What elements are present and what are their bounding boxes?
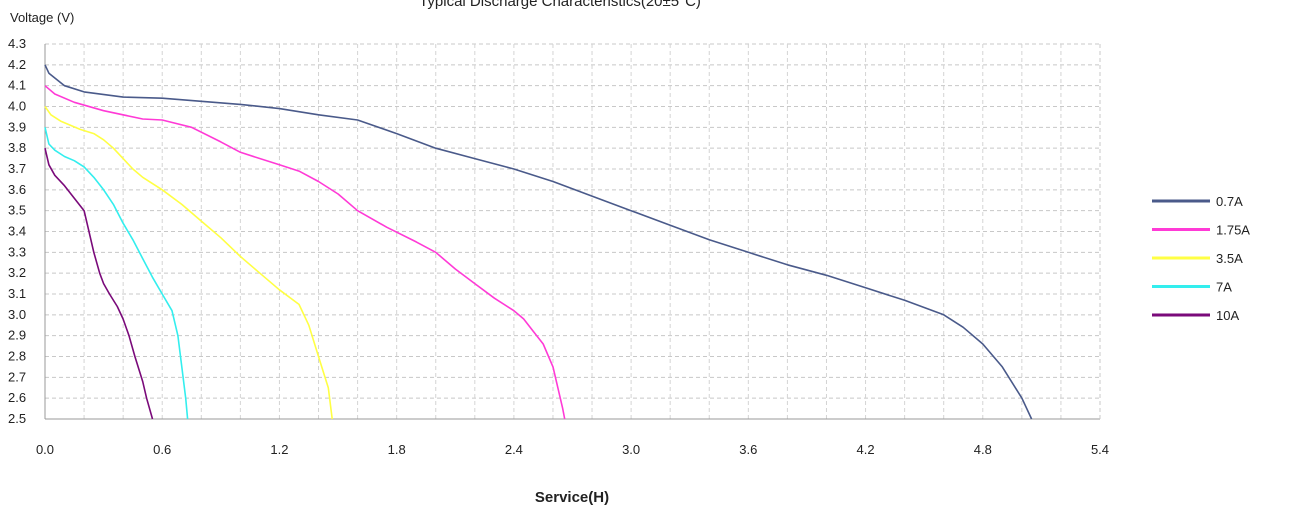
y-tick-label: 3.1 [8, 286, 26, 301]
y-tick-label: 4.1 [8, 78, 26, 93]
y-tick-label: 3.3 [8, 244, 26, 259]
x-tick-label: 0.0 [36, 442, 54, 457]
legend-label: 7A [1216, 280, 1232, 295]
y-tick-label: 2.8 [8, 349, 26, 364]
series-line-3.5A [44, 106, 333, 420]
y-axis-label: Voltage (V) [10, 10, 74, 25]
grid [44, 43, 1101, 420]
y-tick-label: 3.7 [8, 161, 26, 176]
x-tick-label: 0.6 [153, 442, 171, 457]
y-tick-label: 3.6 [8, 182, 26, 197]
y-tick-label: 4.0 [8, 99, 26, 114]
series-line-0.7A [44, 64, 1033, 420]
y-tick-label: 3.4 [8, 224, 26, 239]
legend-label: 1.75A [1216, 223, 1250, 238]
y-tick-label: 3.0 [8, 307, 26, 322]
x-tick-label: 3.0 [622, 442, 640, 457]
y-tick-label: 4.2 [8, 57, 26, 72]
legend-label: 3.5A [1216, 251, 1243, 266]
x-tick-label: 5.4 [1091, 442, 1109, 457]
x-tick-label: 1.8 [388, 442, 406, 457]
x-tick-label: 2.4 [505, 442, 523, 457]
y-tick-label: 3.8 [8, 140, 26, 155]
x-axis-label: Service(H) [535, 489, 609, 506]
legend-label: 0.7A [1216, 194, 1243, 209]
y-tick-label: 4.3 [8, 36, 26, 51]
x-tick-label: 3.6 [739, 442, 757, 457]
y-tick-label: 3.2 [8, 265, 26, 280]
x-tick-label: 4.2 [857, 442, 875, 457]
x-tick-labels: 0.0 0.6 1.2 1.8 2.4 3.0 3.6 4.2 4.8 5.4 [36, 442, 1109, 457]
y-tick-label: 3.5 [8, 203, 26, 218]
x-tick-label: 4.8 [974, 442, 992, 457]
series-line-7A [44, 127, 189, 420]
x-tick-label: 1.2 [270, 442, 288, 457]
y-tick-labels: 2.5 2.6 2.7 2.8 2.9 3.0 3.1 3.2 3.3 3.4 3.5 3.6 3.7 3… [8, 36, 26, 426]
y-tick-label: 3.9 [8, 119, 26, 134]
y-tick-label: 2.9 [8, 328, 26, 343]
y-tick-label: 2.6 [8, 390, 26, 405]
y-tick-label: 2.5 [8, 411, 26, 426]
y-tick-label: 2.7 [8, 369, 26, 384]
chart-title: Typical Discharge Characteristics(20±5°C… [419, 0, 701, 10]
legend: 0.7A 1.75A 3.5A 7A 10A [1152, 194, 1250, 323]
series-line-10A [44, 148, 154, 420]
series-line-1.75A [44, 85, 566, 420]
series-lines [44, 64, 1033, 420]
legend-label: 10A [1216, 308, 1239, 323]
